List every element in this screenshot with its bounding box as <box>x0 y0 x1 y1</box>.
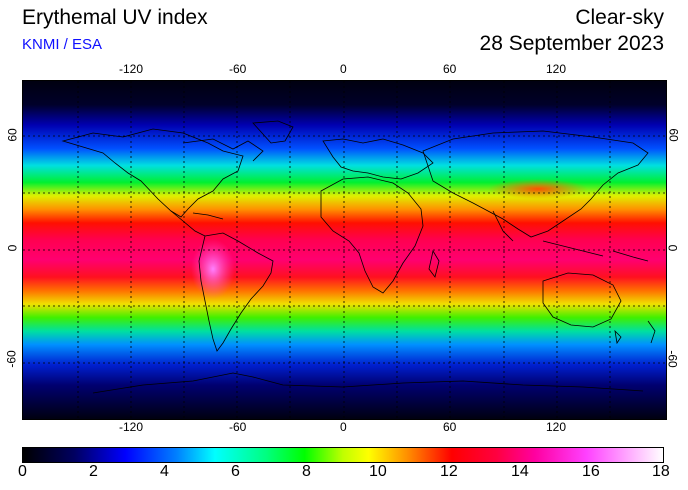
map-date: 28 September 2023 <box>479 32 664 55</box>
colorbar-label-4: 4 <box>160 463 169 480</box>
bottom-lon-tick-m60: -60 <box>229 420 247 434</box>
left-lat-tick-0: 0 <box>5 244 20 252</box>
graticule <box>23 81 666 419</box>
top-lon-tick-m120: -120 <box>119 62 144 76</box>
uv-map-svg <box>23 81 666 419</box>
top-lon-tick-60: 60 <box>443 62 457 76</box>
top-lon-tick-120: 120 <box>546 62 567 76</box>
bottom-lon-tick-m120: -120 <box>119 420 144 434</box>
colorbar-label-2: 2 <box>89 463 98 480</box>
colorbar-label-10: 10 <box>369 463 387 480</box>
bottom-lon-tick-120: 120 <box>546 420 567 434</box>
left-lat-tick-m60: -60 <box>4 350 19 368</box>
map-title: Erythemal UV index <box>22 6 208 29</box>
bottom-lon-tick-60: 60 <box>443 420 457 434</box>
colorbar-label-16: 16 <box>582 463 600 480</box>
colorbar-label-6: 6 <box>231 463 240 480</box>
top-lon-tick-0: 0 <box>340 62 347 76</box>
left-lat-tick-60: 60 <box>5 128 20 142</box>
right-lat-tick-60: 60 <box>666 128 681 142</box>
right-lat-tick-0: 0 <box>665 244 680 252</box>
colorbar-label-18: 18 <box>652 463 670 480</box>
bottom-lon-tick-0: 0 <box>340 420 347 434</box>
colorbar-label-14: 14 <box>511 463 529 480</box>
colorbar-label-12: 12 <box>440 463 458 480</box>
colorbar <box>22 447 664 463</box>
sky-condition: Clear-sky <box>575 6 664 29</box>
coastlines <box>61 120 656 394</box>
map-credit: KNMI / ESA <box>22 36 103 53</box>
right-lat-tick-m60: -60 <box>665 350 680 368</box>
uv-index-map <box>22 80 667 420</box>
colorbar-label-8: 8 <box>302 463 311 480</box>
top-lon-tick-m60: -60 <box>229 62 247 76</box>
colorbar-label-0: 0 <box>18 463 27 480</box>
